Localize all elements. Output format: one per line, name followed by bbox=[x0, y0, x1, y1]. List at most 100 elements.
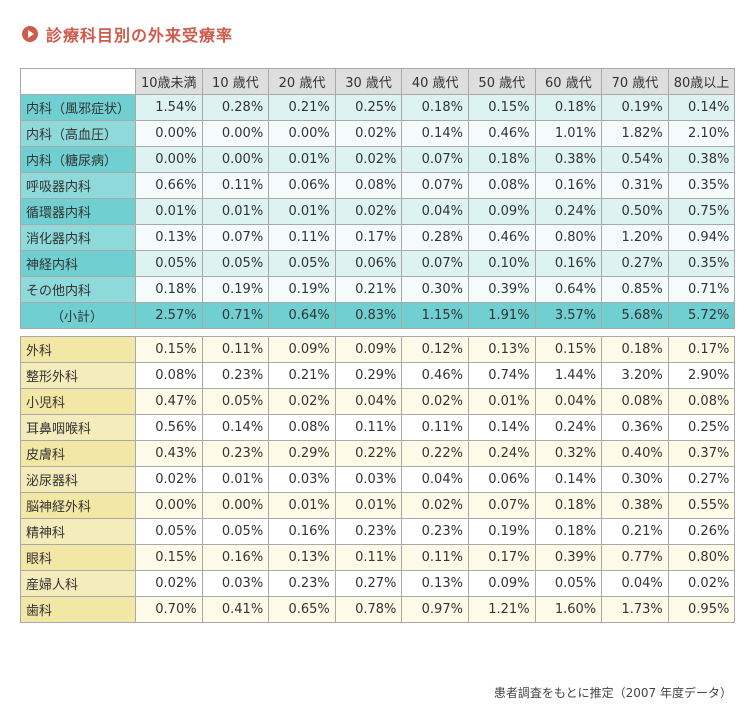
table-row: 小児科 0.47% 0.05% 0.02% 0.04% 0.02% 0.01% 0.04% 0.… bbox=[20, 388, 736, 415]
page-title: 診療科目別の外来受療率 bbox=[46, 26, 234, 45]
table-row: 整形外科 0.08% 0.23% 0.21% 0.29% 0.46% 0.74% 1.44% 3… bbox=[20, 362, 736, 389]
subtotal-row: （小計） 2.57% 0.71% 0.64% 0.83% 1.15% 1.91% 3.57% 5… bbox=[20, 302, 736, 329]
rate-cell: 0.21% bbox=[268, 362, 336, 389]
rate-cell: 0.22% bbox=[401, 440, 469, 467]
row-label: 内科（糖尿病） bbox=[20, 146, 136, 173]
rate-cell: 0.50% bbox=[601, 198, 669, 225]
rate-cell: 0.18% bbox=[401, 94, 469, 121]
rate-cell: 0.04% bbox=[334, 388, 403, 415]
section-spacer bbox=[20, 328, 735, 337]
rate-cell: 0.10% bbox=[467, 250, 536, 277]
row-label: 脳神経外科 bbox=[20, 492, 136, 519]
rate-cell: 0.23% bbox=[201, 440, 270, 467]
rate-cell: 0.27% bbox=[667, 466, 736, 493]
row-label: 循環器内科 bbox=[20, 198, 136, 225]
rate-cell: 1.15% bbox=[401, 302, 469, 329]
rate-cell: 0.28% bbox=[401, 224, 469, 251]
rate-cell: 0.04% bbox=[401, 198, 469, 225]
rate-cell: 0.27% bbox=[334, 570, 403, 597]
table-row: 呼吸器内科 0.66% 0.11% 0.06% 0.08% 0.07% 0.08% 0.16%… bbox=[20, 172, 736, 199]
table-row: 脳神経外科 0.00% 0.00% 0.01% 0.01% 0.02% 0.07% 0.18%… bbox=[20, 492, 736, 519]
rate-cell: 0.24% bbox=[534, 198, 603, 225]
rate-cell: 0.00% bbox=[201, 492, 270, 519]
rate-cell: 0.15% bbox=[467, 94, 536, 121]
rate-cell: 0.19% bbox=[268, 276, 336, 303]
rate-cell: 0.75% bbox=[667, 198, 736, 225]
rate-cell: 0.64% bbox=[534, 276, 603, 303]
rate-cell: 3.20% bbox=[601, 362, 669, 389]
rate-cell: 0.94% bbox=[667, 224, 736, 251]
header-age-group: 10歳未満 bbox=[135, 68, 203, 95]
table-row: 精神科 0.05% 0.05% 0.16% 0.23% 0.23% 0.19% 0.18% 0.… bbox=[20, 518, 736, 545]
rate-cell: 0.25% bbox=[334, 94, 403, 121]
rate-cell: 0.02% bbox=[135, 466, 203, 493]
rate-cell: 0.70% bbox=[135, 596, 203, 623]
rate-cell: 0.00% bbox=[135, 146, 203, 173]
rate-cell: 0.85% bbox=[601, 276, 669, 303]
rate-cell: 0.11% bbox=[334, 544, 403, 571]
table-row: 消化器内科 0.13% 0.07% 0.11% 0.17% 0.28% 0.46% 0.80%… bbox=[20, 224, 736, 251]
rate-cell: 0.56% bbox=[135, 414, 203, 441]
rate-cell: 2.10% bbox=[667, 120, 736, 147]
rate-cell: 0.22% bbox=[334, 440, 403, 467]
rate-cell: 0.78% bbox=[334, 596, 403, 623]
rate-cell: 0.08% bbox=[467, 172, 536, 199]
rate-cell: 0.43% bbox=[135, 440, 203, 467]
rate-cell: 0.07% bbox=[401, 146, 469, 173]
rate-cell: 0.37% bbox=[667, 440, 736, 467]
play-circle-icon bbox=[22, 26, 38, 42]
rate-cell: 0.09% bbox=[268, 336, 336, 363]
header-age-group: 20 歳代 bbox=[268, 68, 336, 95]
rate-cell: 0.35% bbox=[667, 250, 736, 277]
rate-cell: 0.01% bbox=[268, 146, 336, 173]
rate-cell: 0.00% bbox=[135, 120, 203, 147]
rate-cell: 0.02% bbox=[135, 570, 203, 597]
rate-cell: 0.01% bbox=[467, 388, 536, 415]
table-body: 内科（風邪症状） 1.54% 0.28% 0.21% 0.25% 0.18% 0.15% 0.… bbox=[20, 94, 736, 623]
row-label: 精神科 bbox=[20, 518, 136, 545]
table-row: 外科 0.15% 0.11% 0.09% 0.09% 0.12% 0.13% 0.15% 0.1… bbox=[20, 336, 736, 363]
rate-cell: 0.01% bbox=[201, 466, 270, 493]
rate-cell: 0.11% bbox=[201, 172, 270, 199]
rate-cell: 0.19% bbox=[467, 518, 536, 545]
rate-cell: 0.31% bbox=[601, 172, 669, 199]
rate-cell: 0.04% bbox=[534, 388, 603, 415]
rate-cell: 0.15% bbox=[534, 336, 603, 363]
header-age-group: 10 歳代 bbox=[201, 68, 270, 95]
rate-cell: 0.08% bbox=[601, 388, 669, 415]
rate-cell: 0.23% bbox=[201, 362, 270, 389]
rate-cell: 0.16% bbox=[201, 544, 270, 571]
spacer-cell bbox=[20, 328, 735, 337]
rate-cell: 0.12% bbox=[401, 336, 469, 363]
rate-cell: 0.01% bbox=[268, 198, 336, 225]
rate-cell: 0.07% bbox=[401, 250, 469, 277]
rate-cell: 0.30% bbox=[601, 466, 669, 493]
rate-cell: 0.19% bbox=[601, 94, 669, 121]
rate-cell: 0.23% bbox=[334, 518, 403, 545]
rate-cell: 0.08% bbox=[135, 362, 203, 389]
table-row: 泌尿器科 0.02% 0.01% 0.03% 0.03% 0.04% 0.06% 0.14% 0… bbox=[20, 466, 736, 493]
rate-cell: 0.09% bbox=[467, 570, 536, 597]
row-label: 神経内科 bbox=[20, 250, 136, 277]
rate-cell: 0.01% bbox=[201, 198, 270, 225]
header-age-group: 60 歳代 bbox=[534, 68, 603, 95]
rate-cell: 0.11% bbox=[401, 414, 469, 441]
rate-cell: 0.16% bbox=[534, 250, 603, 277]
rate-cell: 1.82% bbox=[601, 120, 669, 147]
row-label: 泌尿器科 bbox=[20, 466, 136, 493]
rate-cell: 0.21% bbox=[601, 518, 669, 545]
rate-cell: 0.16% bbox=[534, 172, 603, 199]
rate-cell: 0.11% bbox=[268, 224, 336, 251]
page-title-group: 診療科目別の外来受療率 bbox=[22, 22, 233, 46]
table-row: その他内科 0.18% 0.19% 0.19% 0.21% 0.30% 0.39% 0.64%… bbox=[20, 276, 736, 303]
rate-cell: 0.18% bbox=[534, 492, 603, 519]
rate-cell: 0.07% bbox=[201, 224, 270, 251]
rate-cell: 0.24% bbox=[467, 440, 536, 467]
rate-cell: 0.06% bbox=[334, 250, 403, 277]
header-age-group: 50 歳代 bbox=[467, 68, 536, 95]
rate-cell: 0.07% bbox=[401, 172, 469, 199]
header-age-group: 40 歳代 bbox=[401, 68, 469, 95]
rate-cell: 0.02% bbox=[401, 492, 469, 519]
row-label: その他内科 bbox=[20, 276, 136, 303]
rate-cell: 0.02% bbox=[268, 388, 336, 415]
